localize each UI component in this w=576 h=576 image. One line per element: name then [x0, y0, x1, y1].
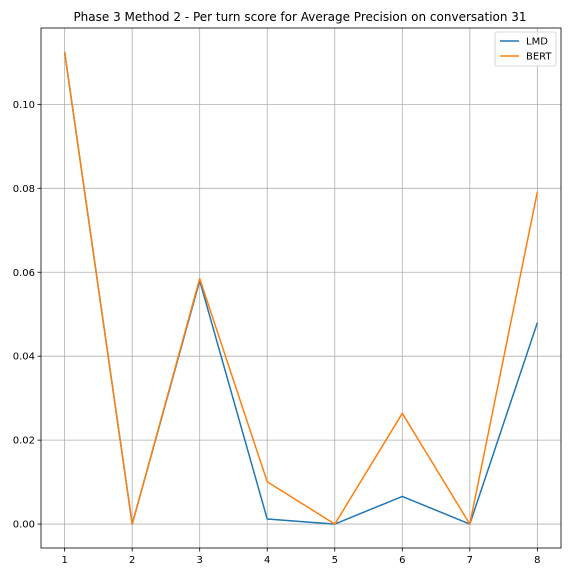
axis-ticks: 1 2 3 4 5 6 7 8 0.00 0.02 0.04 0.06 0.08 0.10: [13, 100, 541, 566]
y-tick-label: 0.08: [13, 184, 35, 195]
y-tick-label: 0.02: [13, 436, 35, 447]
y-tick-label: 0.06: [13, 268, 35, 279]
plot-frame: [40, 27, 562, 549]
x-tick-label: 1: [61, 555, 67, 566]
y-tick-label: 0.04: [13, 352, 35, 363]
series-lines: [63, 51, 539, 525]
x-tick-label: 4: [264, 555, 270, 566]
legend-label-lmd: LMD: [526, 37, 548, 48]
y-tick-label: 0.00: [13, 520, 35, 531]
x-tick-label: 7: [467, 555, 473, 566]
grid-lines: [41, 28, 561, 548]
x-tick-label: 2: [129, 555, 135, 566]
x-tick-label: 8: [534, 555, 540, 566]
y-tick-label: 0.10: [13, 100, 35, 111]
series-line-bert: [63, 51, 539, 525]
legend-label-bert: BERT: [526, 52, 552, 63]
legend: LMD BERT: [494, 31, 557, 67]
chart-title: Phase 3 Method 2 - Per turn score for Av…: [73, 10, 526, 24]
x-tick-label: 5: [332, 555, 338, 566]
x-tick-label: 3: [197, 555, 203, 566]
x-tick-label: 6: [399, 555, 405, 566]
